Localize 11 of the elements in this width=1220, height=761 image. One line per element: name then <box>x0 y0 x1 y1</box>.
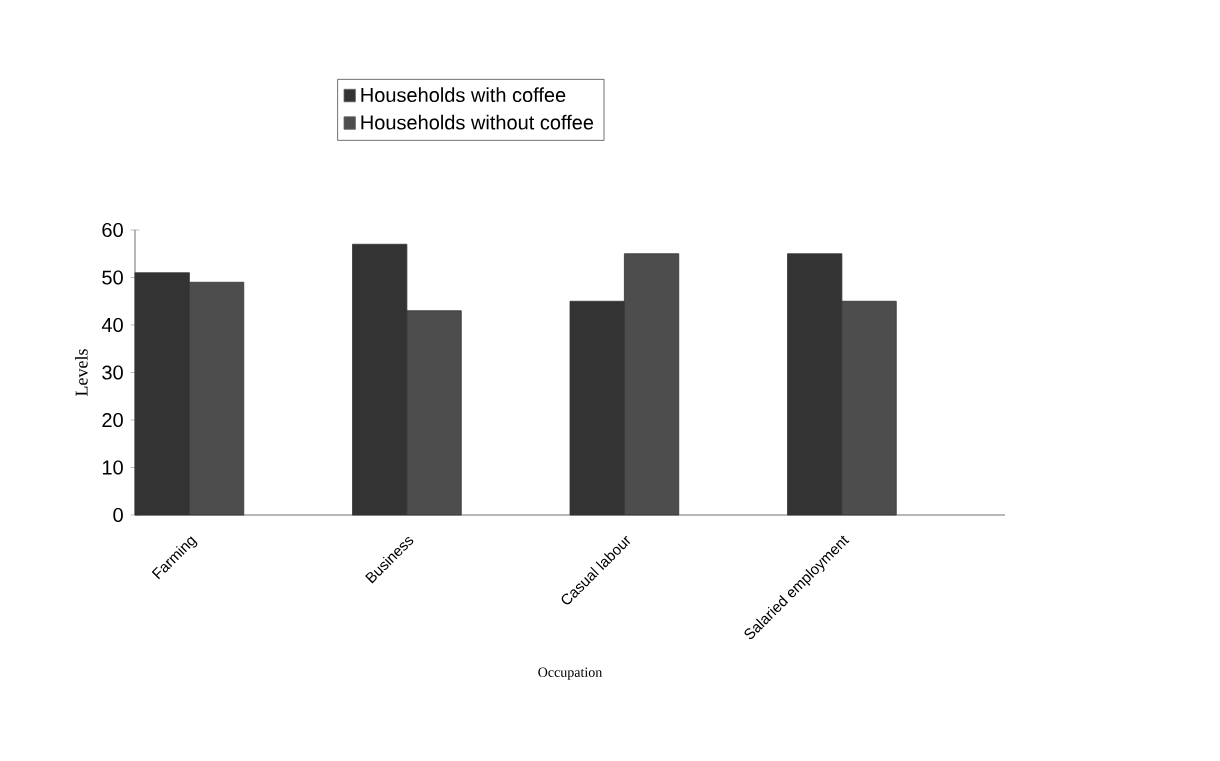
y-tick-label: 60 <box>102 222 123 238</box>
y-tick-label: 20 <box>102 412 123 428</box>
legend-label: Households with coffee <box>361 87 566 103</box>
legend-label: Households without coffee <box>361 114 594 130</box>
y-axis-title: Levels <box>75 349 88 396</box>
y-tick-label: 30 <box>102 365 123 380</box>
x-axis-title: Occupation <box>538 667 603 680</box>
y-tick-label: 0 <box>113 507 123 523</box>
y-tick-label: 50 <box>102 270 123 285</box>
y-tick-label: 10 <box>102 460 123 475</box>
y-tick-label: 40 <box>101 317 123 333</box>
